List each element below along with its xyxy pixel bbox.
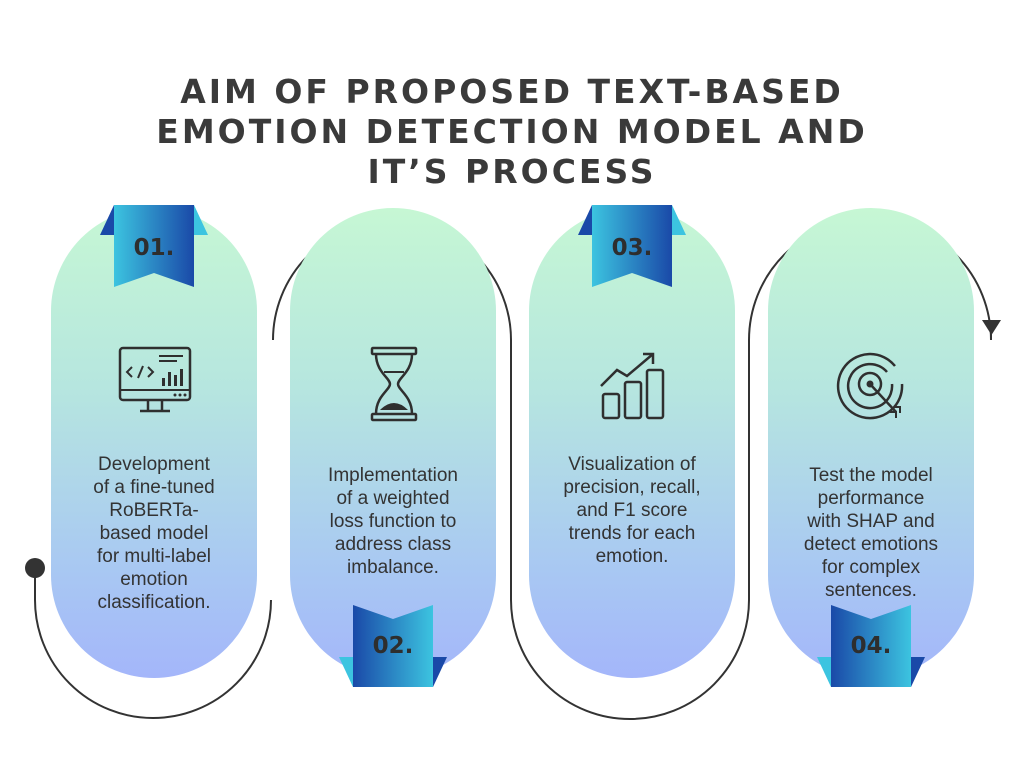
step-1-line: Development — [98, 454, 210, 475]
step-2-description: Implementation of a weighted loss functi… — [304, 464, 482, 579]
step-4-number: 04. — [850, 633, 892, 659]
step-3-description: Visualization of precision, recall, and … — [543, 453, 721, 568]
step-card-4: Test the model performance with SHAP and… — [768, 208, 974, 678]
step-3-line: precision, recall, — [563, 477, 701, 498]
step-2-number: 02. — [372, 633, 414, 659]
target-icon — [836, 352, 904, 420]
step-4-line: Test the model — [809, 465, 933, 486]
step-4-line: detect emotions — [803, 534, 939, 555]
page-title: AIM OF PROPOSED TEXT-BASED EMOTION DETEC… — [0, 72, 1024, 192]
step-3-number-ribbon: 03. — [562, 205, 702, 287]
title-line-1: AIM OF PROPOSED TEXT-BASED — [180, 72, 844, 111]
step-1-line: emotion — [120, 569, 188, 590]
step-4-number-ribbon: 04. — [801, 605, 941, 687]
step-1-number-ribbon: 01. — [84, 205, 224, 287]
step-1-description: Development of a fine-tuned RoBERTa- bas… — [65, 453, 243, 614]
step-card-1: Development of a fine-tuned RoBERTa- bas… — [51, 208, 257, 678]
step-card-3: Visualization of precision, recall, and … — [529, 208, 735, 678]
step-1-line: RoBERTa- — [109, 500, 199, 521]
connector-end-arrow — [982, 320, 1001, 335]
hourglass-icon — [370, 346, 418, 422]
code-monitor-icon — [118, 346, 192, 413]
step-1-line: of a fine-tuned — [93, 477, 215, 498]
step-2-line: of a weighted — [336, 488, 450, 509]
step-1-number: 01. — [133, 235, 175, 261]
step-4-line: with SHAP and — [807, 511, 935, 532]
step-4-description: Test the model performance with SHAP and… — [782, 464, 960, 602]
step-4-line: sentences. — [825, 580, 917, 601]
step-3-line: Visualization of — [568, 454, 696, 475]
step-card-2: Implementation of a weighted loss functi… — [290, 208, 496, 678]
step-2-line: Implementation — [328, 465, 458, 486]
step-3-number: 03. — [611, 235, 653, 261]
step-4-line: for complex — [821, 557, 921, 578]
title-line-3: IT’S PROCESS — [367, 152, 657, 191]
step-1-line: classification. — [97, 592, 211, 613]
step-2-line: imbalance. — [347, 557, 439, 578]
step-3-line: and F1 score — [576, 500, 688, 521]
connector-start-dot — [25, 558, 45, 578]
growth-chart-icon — [600, 352, 665, 420]
connector-path — [34, 568, 272, 719]
step-3-line: emotion. — [595, 546, 669, 567]
step-1-line: for multi-label — [96, 546, 212, 567]
step-2-line: address class — [334, 534, 452, 555]
step-2-number-ribbon: 02. — [323, 605, 463, 687]
step-2-line: loss function to — [329, 511, 457, 532]
title-line-2: EMOTION DETECTION MODEL AND — [156, 112, 868, 151]
step-4-line: performance — [817, 488, 925, 509]
step-3-line: trends for each — [568, 523, 696, 544]
step-1-line: based model — [99, 523, 209, 544]
